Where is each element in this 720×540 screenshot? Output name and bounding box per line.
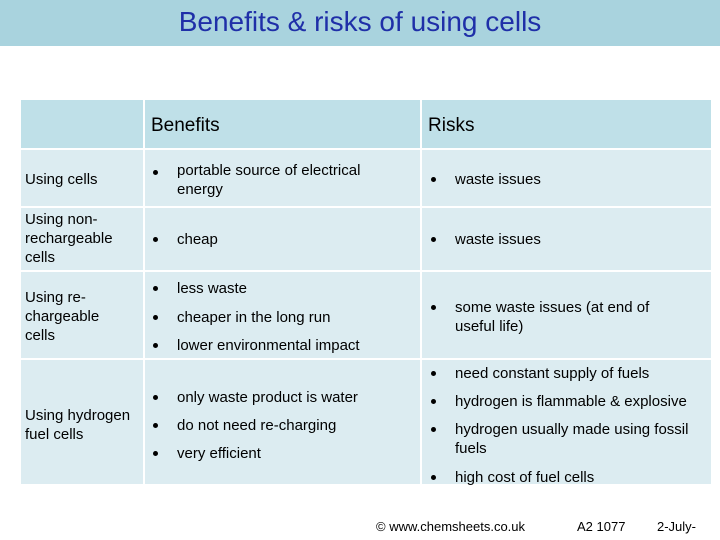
row-1-label-cell xyxy=(21,150,143,206)
row-2-label-cell xyxy=(21,208,143,270)
risk-item: waste issues xyxy=(455,171,541,188)
header-benefits-cell xyxy=(145,100,420,148)
benefit-item: lower environmental impact xyxy=(177,337,360,354)
row-3-benefits-cell xyxy=(145,272,420,358)
bullet-icon xyxy=(153,286,158,291)
bullet-icon xyxy=(431,475,436,480)
row-1-risks-cell xyxy=(422,150,711,206)
risk-item: waste issues xyxy=(455,231,541,248)
benefit-item: do not need re-charging xyxy=(177,417,337,434)
risk-item: some waste issues (at end of useful life… xyxy=(455,299,650,335)
risk-item: high cost of fuel cells xyxy=(455,469,595,486)
footer-code: A2 1077 xyxy=(577,519,626,534)
benefit-item: less waste xyxy=(177,280,248,297)
bullet-icon xyxy=(431,399,436,404)
row-label: Using cells xyxy=(25,171,98,188)
benefit-item: portable source of electrical energy xyxy=(177,162,361,198)
page-title: Benefits & risks of using cells xyxy=(178,6,542,37)
title-bar xyxy=(0,0,720,46)
row-4-benefits-cell xyxy=(145,360,420,484)
benefit-item: very efficient xyxy=(177,445,261,462)
bullet-icon xyxy=(431,427,436,432)
footer-date: 2-July- xyxy=(657,519,697,534)
risk-item: hydrogen is flammable & explosive xyxy=(455,393,687,410)
risk-item: hydrogen usually made using fossil fuels xyxy=(455,421,689,457)
row-2-risks-cell xyxy=(422,208,711,270)
row-2-benefits-cell xyxy=(145,208,420,270)
row-label: Using hydrogen fuel cells xyxy=(25,407,131,443)
risk-item: need constant supply of fuels xyxy=(455,365,650,382)
bullet-icon xyxy=(431,371,436,376)
row-3-risks-cell xyxy=(422,272,711,358)
bullet-icon xyxy=(153,451,158,456)
footer-copyright: © www.chemsheets.co.uk xyxy=(376,519,526,534)
benefits-header: Benefits xyxy=(151,115,220,136)
bullet-icon xyxy=(153,237,158,242)
benefit-item: cheaper in the long run xyxy=(177,309,331,326)
row-4-label-cell xyxy=(21,360,143,484)
row-4-risks-cell xyxy=(422,360,711,484)
bullet-icon xyxy=(431,237,436,242)
row-1-benefits-cell xyxy=(145,150,420,206)
benefit-item: only waste product is water xyxy=(177,389,358,406)
bullet-icon xyxy=(153,315,158,320)
header-corner-cell xyxy=(21,100,143,148)
row-3-label-cell xyxy=(21,272,143,358)
header-risks-cell xyxy=(422,100,711,148)
bullet-icon xyxy=(153,170,158,175)
row-label: Using non-rechargeable cells xyxy=(25,211,113,266)
risks-header: Risks xyxy=(428,115,475,136)
bullet-icon xyxy=(153,343,158,348)
benefit-item: cheap xyxy=(177,231,218,248)
row-label: Using re-chargeable cells xyxy=(25,289,100,344)
bullet-icon xyxy=(153,423,158,428)
bullet-icon xyxy=(431,305,436,310)
bullet-icon xyxy=(153,395,158,400)
bullet-icon xyxy=(431,177,436,182)
